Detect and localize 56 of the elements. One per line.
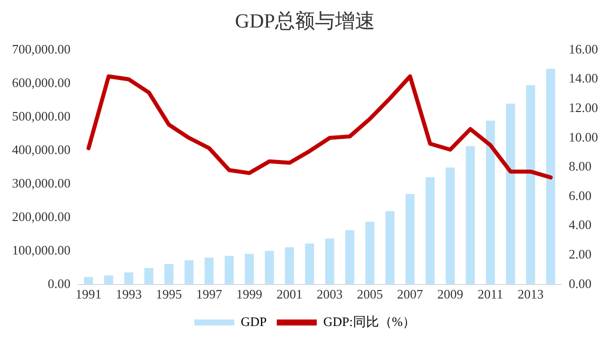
y2-tick-label: 0.00	[568, 276, 592, 291]
x-tick-label: 2001	[276, 286, 302, 302]
y-tick-label: 600,000.00	[12, 74, 70, 90]
y-tick-label: 300,000.00	[12, 175, 70, 190]
x-tick-label: 2003	[316, 286, 343, 302]
y2-tick-label: 2.00	[568, 246, 592, 262]
x-tick-label: 1997	[196, 286, 223, 302]
y2-tick-label: 4.00	[568, 217, 592, 232]
x-tick-label: 2005	[356, 286, 383, 302]
bar	[184, 260, 194, 284]
y2-tick-label: 10.00	[568, 129, 598, 144]
bar	[365, 222, 374, 284]
bar	[325, 238, 334, 284]
y-tick-label: 0.00	[48, 276, 70, 291]
chart-title: GDP总额与增速	[234, 10, 376, 32]
y-tick-label: 100,000.00	[12, 242, 70, 258]
y2-tick-label: 12.00	[568, 100, 598, 116]
y2-tick-label: 14.00	[568, 70, 598, 86]
x-tick-label: 1991	[76, 286, 102, 302]
bar	[546, 68, 556, 284]
bar	[244, 254, 254, 284]
y2-tick-label: 6.00	[568, 188, 592, 203]
bar	[224, 256, 234, 284]
bar	[506, 104, 516, 284]
bar	[164, 264, 174, 284]
y2-tick-label: 16.00	[568, 41, 598, 56]
bar	[284, 247, 294, 284]
legend-label: GDP:同比（%）	[323, 314, 416, 329]
bar	[426, 177, 435, 284]
bar	[264, 250, 274, 284]
x-tick-label: 2013	[518, 286, 544, 302]
legend-label: GDP	[240, 314, 267, 329]
y-tick-label: 700,000.00	[12, 41, 70, 56]
x-tick-label: 2009	[437, 286, 464, 302]
x-tick-label: 1993	[116, 286, 142, 302]
bar	[486, 120, 495, 284]
x-tick-label: 2011	[478, 286, 504, 302]
bar	[345, 230, 354, 284]
x-tick-label: 2007	[397, 286, 424, 302]
bar	[466, 146, 475, 284]
bar	[446, 168, 455, 284]
bar	[104, 275, 114, 284]
bar	[526, 85, 536, 284]
bar	[124, 272, 134, 284]
bar	[385, 211, 394, 284]
bar	[84, 277, 94, 284]
y-tick-label: 400,000.00	[12, 142, 70, 157]
bar	[144, 268, 154, 284]
x-tick-label: 1995	[156, 286, 182, 302]
bar	[305, 244, 314, 284]
bar	[204, 258, 214, 284]
y-tick-label: 500,000.00	[12, 108, 70, 124]
y2-tick-label: 8.00	[568, 158, 592, 174]
y-tick-label: 200,000.00	[12, 208, 70, 224]
bar	[406, 194, 415, 284]
x-tick-label: 1999	[236, 286, 262, 302]
